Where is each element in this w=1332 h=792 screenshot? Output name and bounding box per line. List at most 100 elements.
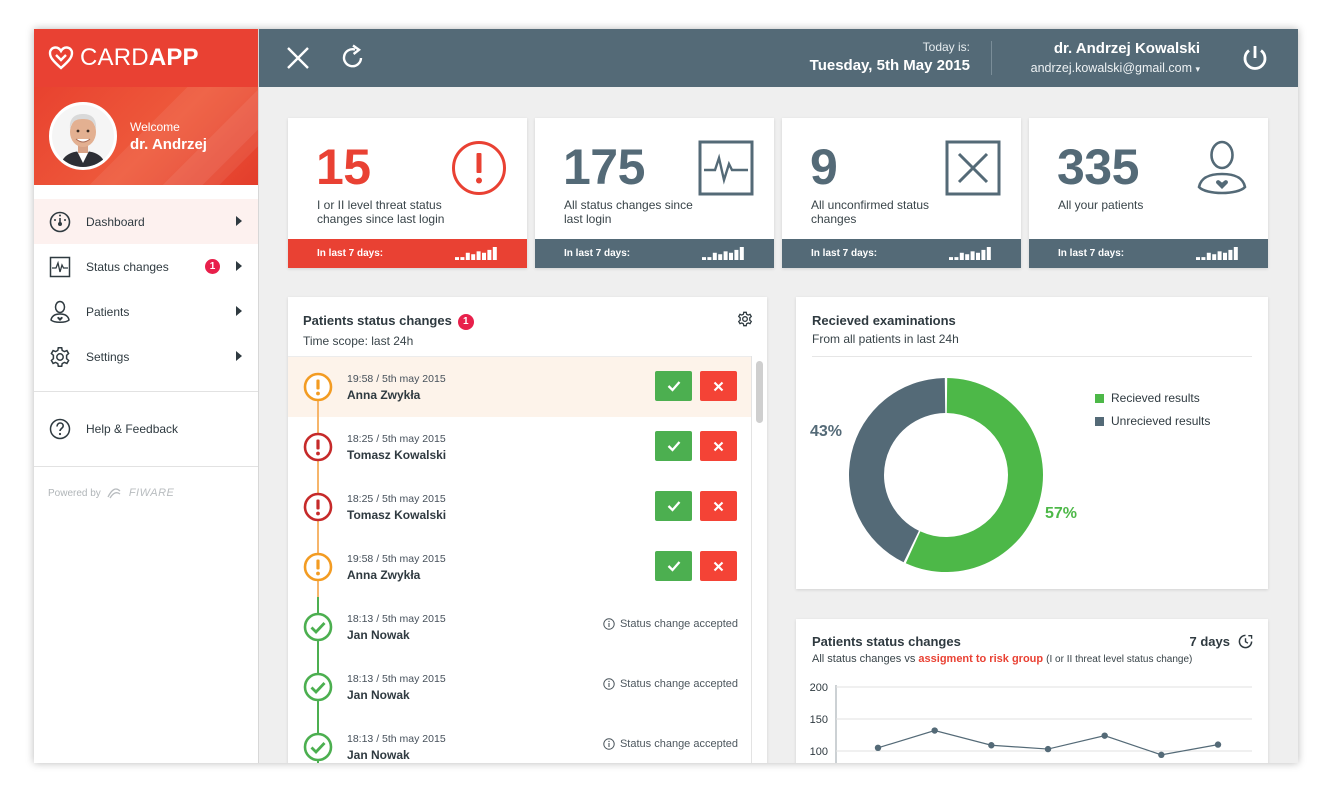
- caret-right-icon: [236, 216, 242, 226]
- alert-circle-icon: [303, 492, 333, 522]
- data-point[interactable]: [874, 744, 882, 751]
- spark-bar: [702, 257, 706, 260]
- divider: [34, 391, 258, 392]
- spark-bar: [707, 257, 712, 260]
- spark-bar: [482, 252, 486, 260]
- spark-bar: [965, 254, 970, 260]
- accept-button[interactable]: [655, 371, 692, 401]
- help-feedback-link[interactable]: Help & Feedback: [34, 392, 258, 466]
- spark-bar: [723, 251, 728, 260]
- spark-bar: [465, 252, 470, 260]
- avatar[interactable]: [49, 102, 117, 170]
- data-point[interactable]: [1044, 745, 1052, 753]
- data-point[interactable]: [988, 742, 995, 749]
- date-value: Tuesday, 5th May 2015: [809, 57, 970, 74]
- y-tick-label: 100: [810, 746, 828, 758]
- stat-footer: In last 7 days:: [535, 239, 774, 268]
- status-accepted-label: Status change accepted: [603, 618, 738, 630]
- refresh-icon[interactable]: [339, 44, 367, 77]
- sidebar-item-settings[interactable]: Settings: [34, 334, 258, 379]
- accept-button[interactable]: [655, 491, 692, 521]
- donut-slice-received[interactable]: [905, 378, 1043, 572]
- donut-slice-unreceived[interactable]: [849, 378, 946, 563]
- change-timestamp: 19:58 / 5th may 2015: [347, 373, 446, 385]
- stat-value: 175: [563, 139, 645, 195]
- list-item[interactable]: 18:25 / 5th may 2015 Tomasz Kowalski: [288, 477, 751, 537]
- list-item[interactable]: 18:13 / 5th may 2015 Jan Nowak Status chan…: [288, 597, 751, 657]
- reject-button[interactable]: [700, 491, 737, 521]
- info-icon: [603, 738, 615, 750]
- caret-down-icon: ▾: [1195, 64, 1200, 74]
- scrollbar[interactable]: [756, 361, 763, 423]
- stat-footer: In last 7 days:: [288, 239, 527, 268]
- stat-footer: In last 7 days:: [782, 239, 1021, 268]
- gear-icon[interactable]: [737, 311, 753, 332]
- change-timestamp: 18:13 / 5th may 2015: [347, 733, 446, 745]
- sidebar-item-dashboard[interactable]: Dashboard: [34, 199, 258, 244]
- divider: [991, 41, 992, 75]
- patient-name: Anna Zwykła: [347, 568, 421, 582]
- caret-right-icon: [236, 351, 242, 361]
- accept-button[interactable]: [655, 431, 692, 461]
- data-point[interactable]: [931, 727, 938, 734]
- logo-text: CARDAPP: [80, 44, 199, 71]
- spark-bar: [976, 252, 980, 260]
- spark-bar: [1233, 247, 1238, 260]
- data-point[interactable]: [1214, 741, 1222, 748]
- app-logo[interactable]: CARDAPP: [34, 29, 258, 87]
- stat-card-unconfirmed[interactable]: 9 All unconfirmed status changes In last…: [782, 118, 1021, 268]
- reject-button[interactable]: [700, 431, 737, 461]
- accept-button[interactable]: [655, 551, 692, 581]
- spark-bar: [487, 249, 492, 260]
- cross-box-icon: [945, 140, 1001, 201]
- patient-name: Jan Nowak: [347, 748, 410, 762]
- stat-card-patients[interactable]: 335 All your patients In last 7 days:: [1029, 118, 1268, 268]
- user-email[interactable]: andrzej.kowalski@gmail.com ▾: [1030, 61, 1200, 75]
- y-tick-label: 200: [810, 683, 828, 694]
- list-item[interactable]: 18:25 / 5th may 2015 Tomasz Kowalski: [288, 417, 751, 477]
- spark-bar: [970, 251, 975, 260]
- legend-item-received: Recieved results: [1095, 391, 1200, 405]
- close-icon: [713, 381, 724, 391]
- data-point[interactable]: [1158, 751, 1165, 759]
- close-icon: [713, 501, 724, 511]
- sidebar-item-label: Settings: [86, 349, 130, 364]
- change-timestamp: 18:25 / 5th may 2015: [347, 493, 446, 505]
- y-tick-label: 150: [810, 714, 828, 726]
- user-menu[interactable]: dr. Andrzej Kowalski andrzej.kowalski@gm…: [1031, 40, 1200, 75]
- panel-subtitle: From all patients in last 24h: [812, 332, 959, 346]
- reject-button[interactable]: [700, 371, 737, 401]
- panel-title: Recieved examinations: [812, 313, 956, 328]
- clock-icon: [1238, 634, 1253, 649]
- stat-card-threat-changes[interactable]: 15 I or II level threat status changes s…: [288, 118, 527, 268]
- user-name: dr. Andrzej Kowalski: [1053, 40, 1200, 57]
- powered-by: Powered by FIWARE: [34, 467, 258, 519]
- welcome-panel: Welcome dr. Andrzej: [34, 87, 258, 185]
- unreceived-percentage: 43%: [810, 423, 843, 440]
- received-percentage: 57%: [1045, 505, 1078, 522]
- data-point[interactable]: [1101, 732, 1108, 739]
- patient-icon: [1196, 140, 1248, 203]
- list-item[interactable]: 19:58 / 5th may 2015 Anna Zwykła: [288, 537, 751, 597]
- list-item[interactable]: 18:13 / 5th may 2015 Jan Nowak Status chan…: [288, 717, 751, 763]
- check-circle-icon: [303, 732, 333, 762]
- check-icon: [667, 561, 680, 572]
- spark-bar: [949, 257, 953, 260]
- sidebar-item-status-changes[interactable]: Status changes 1: [34, 244, 258, 289]
- sidebar-item-patients[interactable]: Patients: [34, 289, 258, 334]
- close-icon[interactable]: [285, 45, 311, 76]
- fiware-brand: FIWARE: [128, 487, 175, 499]
- time-range-selector[interactable]: 7 days: [1190, 634, 1253, 649]
- stat-card-all-changes[interactable]: 175 All status changes since last login …: [535, 118, 774, 268]
- app-window: CARDAPP Welcome dr. Andrzej: [34, 29, 1298, 763]
- fiware-logo-icon: [107, 488, 121, 499]
- sidebar-nav: Dashboard Status changes 1 Patients: [34, 199, 258, 379]
- status-accepted-label: Status change accepted: [603, 678, 738, 690]
- list-item[interactable]: 19:58 / 5th may 2015 Anna Zwykła: [288, 357, 751, 417]
- heart-logo-icon: [48, 46, 74, 70]
- stat-description: All status changes since last login: [564, 198, 693, 226]
- list-item[interactable]: 18:13 / 5th may 2015 Jan Nowak Status chan…: [288, 657, 751, 717]
- reject-button[interactable]: [700, 551, 737, 581]
- power-icon[interactable]: [1240, 43, 1270, 78]
- patients-status-changes-panel: Patients status changes 1 Time scope: las…: [288, 297, 767, 763]
